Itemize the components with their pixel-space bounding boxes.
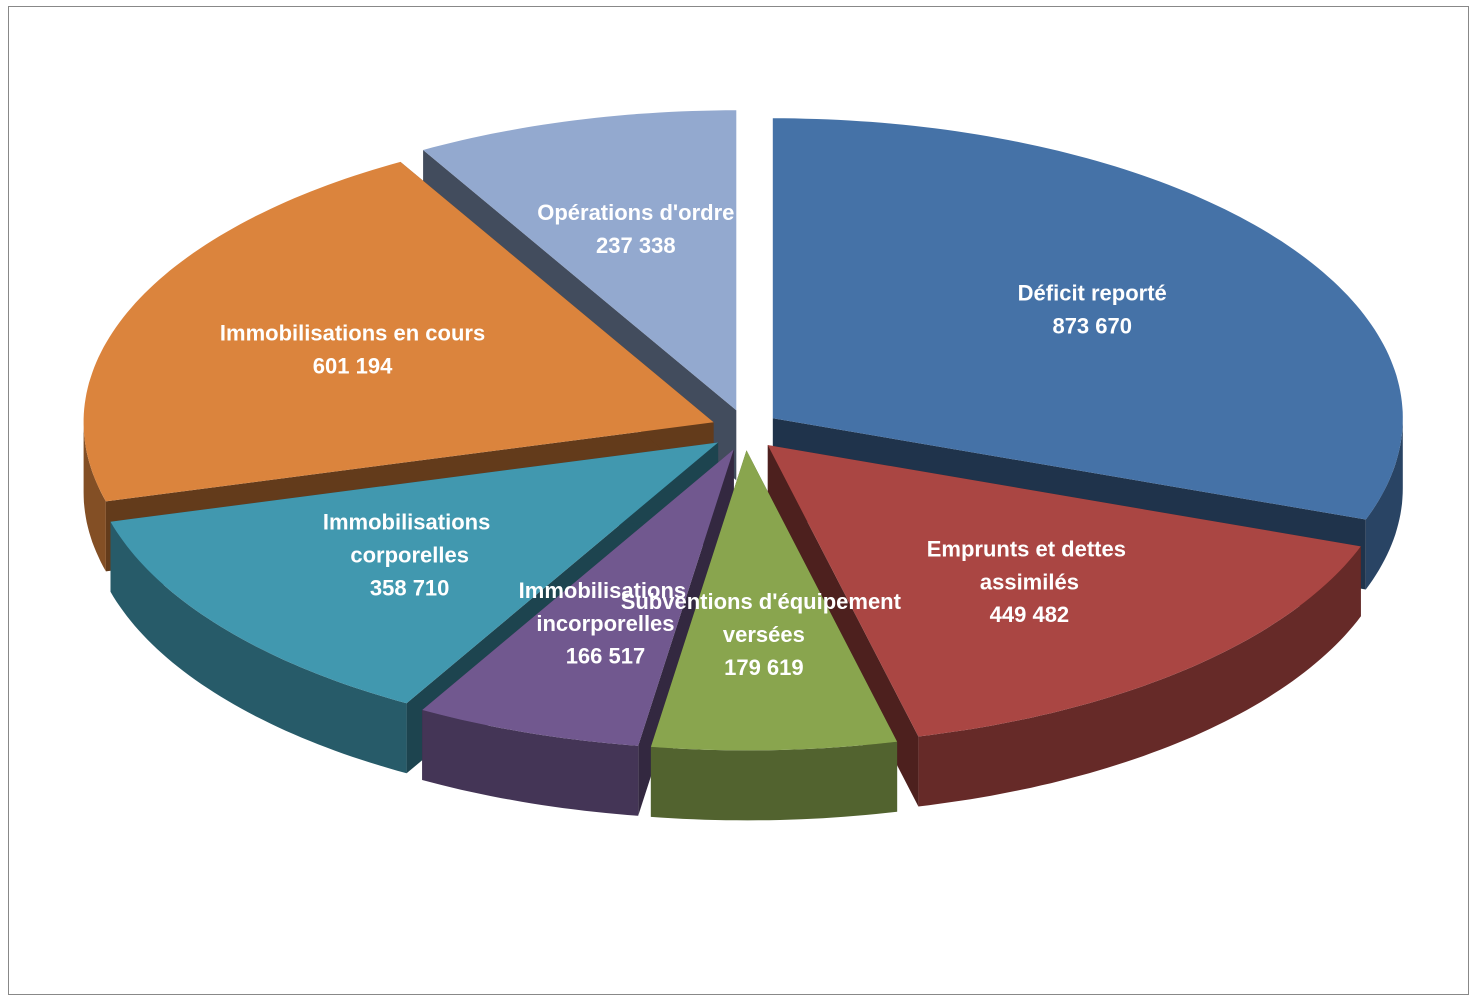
slice-side	[918, 546, 1361, 807]
slice	[772, 118, 1403, 520]
slice-label: Opérations d'ordre	[537, 200, 734, 225]
slice-value: 179 619	[724, 655, 804, 680]
slice-side	[83, 422, 106, 572]
slice-value: 449 482	[990, 602, 1070, 627]
slice-side	[650, 741, 898, 821]
slice	[650, 450, 898, 751]
slice-value: 358 710	[370, 575, 450, 600]
slice-side	[110, 521, 407, 774]
slice	[422, 449, 734, 746]
slice-value: 601 194	[313, 354, 393, 379]
slice-label: Emprunts et dettes assimilés	[927, 536, 1132, 594]
slice-label: Immobilisations corporelles	[323, 509, 497, 567]
slice-value: 873 670	[1052, 314, 1132, 339]
slice-label: Déficit reporté	[1018, 281, 1167, 306]
slice-label: Immobilisations incorporelles	[519, 578, 693, 636]
slice-value: 166 517	[566, 644, 646, 669]
slice	[767, 445, 1361, 737]
slice-side	[422, 710, 639, 816]
slice	[83, 161, 714, 502]
slice-value: 237 338	[596, 233, 676, 258]
slice-label: Immobilisations en cours	[220, 321, 485, 346]
slice	[423, 110, 737, 411]
slice-label: Subventions d'équipement versées	[621, 589, 907, 647]
slice	[110, 442, 719, 704]
slice-side	[1365, 418, 1403, 590]
